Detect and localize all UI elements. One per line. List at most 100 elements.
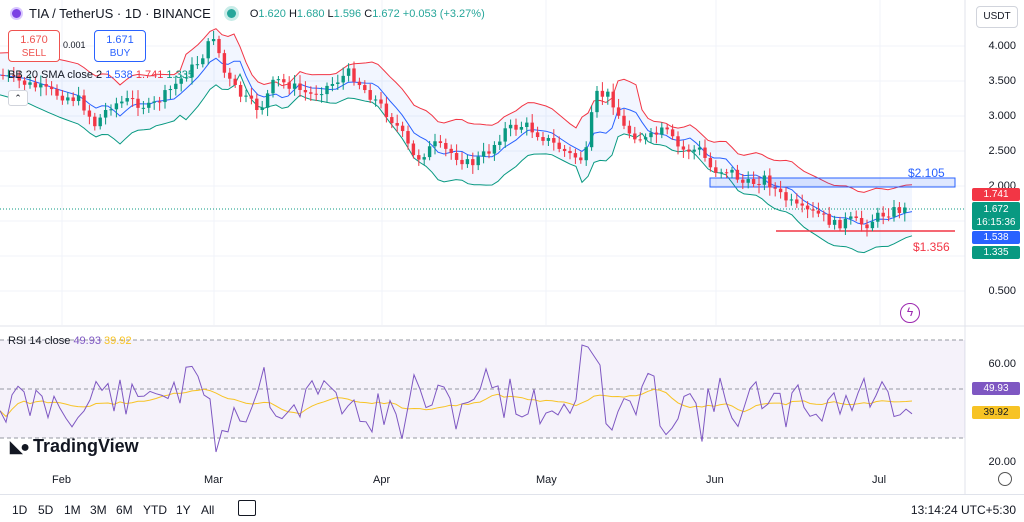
candle-body	[244, 95, 248, 97]
candle-body	[411, 143, 416, 156]
timeframe-5d[interactable]: 5D	[38, 503, 54, 517]
candle-body	[163, 90, 167, 103]
candle-body	[255, 98, 259, 110]
timeframe-3m[interactable]: 3M	[90, 503, 107, 517]
rsi-ma-line	[0, 388, 913, 418]
candle-body	[670, 129, 675, 137]
candle-body	[233, 78, 237, 85]
candle-body	[330, 83, 335, 86]
candle-body	[114, 103, 119, 110]
candle-body	[174, 83, 178, 90]
gear-icon[interactable]	[998, 472, 1012, 486]
candle-body	[865, 224, 869, 229]
rsi-legend[interactable]: RSI 14 close 49.93 39.92	[8, 335, 132, 347]
candle-body	[778, 188, 783, 193]
candlestick-series	[1, 30, 907, 237]
candle-body	[357, 81, 362, 86]
candle-body	[449, 148, 453, 154]
candle-body	[260, 107, 264, 110]
symbol-header[interactable]: TIA / TetherUS · 1D · BINANCE O1.620 H1.…	[10, 6, 485, 21]
bottom-toolbar	[0, 494, 1024, 522]
date-range-calendar-icon[interactable]	[238, 500, 256, 516]
candle-body	[55, 89, 59, 96]
candle-body	[282, 79, 286, 83]
candle-body	[660, 127, 664, 135]
timeframe-ytd[interactable]: YTD	[143, 503, 167, 517]
candle-body	[249, 95, 254, 99]
candle-body	[838, 219, 842, 229]
candle-body	[584, 147, 588, 161]
bollinger-upper-line	[0, 28, 913, 193]
candle-body	[859, 217, 864, 225]
candle-body	[546, 138, 551, 141]
candle-body	[611, 91, 615, 108]
bollinger-legend[interactable]: BB 20 SMA close 2 1.538 1.741 1.335	[8, 69, 194, 81]
timeframe-6m[interactable]: 6M	[116, 503, 133, 517]
candle-body	[44, 84, 48, 87]
candle-body	[703, 147, 707, 158]
tradingview-logo[interactable]: ◣● TradingView	[10, 436, 139, 456]
candle-body	[692, 149, 696, 152]
flash-icon[interactable]: ϟ	[900, 303, 920, 323]
candle-body	[600, 90, 605, 97]
time-axis-label: Feb	[52, 474, 71, 486]
candle-body	[303, 89, 308, 93]
candle-body	[589, 112, 594, 148]
timeframe-1d[interactable]: 1D	[12, 503, 28, 517]
candle-body	[762, 175, 767, 185]
candle-body	[460, 159, 464, 165]
timeframe-all[interactable]: All	[201, 503, 215, 517]
resistance-zone[interactable]	[709, 177, 956, 188]
support-label: $1.356	[913, 240, 950, 254]
candle-body	[476, 156, 480, 166]
time-axis-label: Mar	[204, 474, 223, 486]
candle-body	[179, 78, 183, 84]
spread-value: 0.001	[63, 40, 86, 50]
candle-body	[217, 39, 221, 54]
candle-body	[438, 141, 443, 143]
candle-body	[832, 219, 837, 225]
currency-selector[interactable]: USDT	[976, 6, 1018, 28]
timeframe-1m[interactable]: 1M	[64, 503, 81, 517]
candle-body	[98, 117, 102, 127]
candle-body	[238, 84, 243, 97]
candle-body	[184, 77, 189, 79]
tia-coin-icon	[10, 7, 23, 20]
candle-body	[903, 207, 907, 213]
price-axis-label: 3.000	[988, 110, 1016, 122]
candle-body	[373, 99, 378, 101]
current-price-tag: 1.672 16:15:36	[972, 202, 1020, 230]
candle-body	[827, 213, 831, 225]
candle-body	[454, 153, 459, 160]
candle-body	[665, 127, 669, 130]
candle-body	[319, 94, 324, 96]
candle-body	[746, 179, 750, 183]
candle-body	[222, 53, 227, 73]
candle-body	[881, 212, 885, 217]
candle-body	[1, 75, 5, 76]
candle-body	[417, 155, 421, 160]
candle-body	[17, 75, 21, 81]
candle-body	[168, 89, 173, 91]
candle-body	[557, 142, 561, 149]
candle-body	[471, 159, 475, 166]
timeframe-1y[interactable]: 1Y	[176, 503, 191, 517]
candle-body	[22, 80, 27, 85]
candle-body	[422, 157, 426, 160]
collapse-legend-button[interactable]: ⌃	[8, 90, 28, 106]
candle-body	[854, 216, 858, 218]
candle-body	[395, 123, 399, 126]
candle-body	[433, 141, 437, 147]
symbol-title[interactable]: TIA / TetherUS · 1D · BINANCE	[29, 6, 211, 21]
candle-body	[870, 221, 875, 229]
sell-button[interactable]: 1.670 SELL	[8, 30, 60, 62]
candle-body	[595, 90, 599, 113]
rsi-band-background	[0, 340, 965, 438]
buy-button[interactable]: 1.671 BUY	[94, 30, 146, 62]
candle-body	[481, 151, 486, 157]
candle-body	[535, 132, 540, 138]
candle-body	[211, 39, 216, 42]
candle-body	[406, 131, 410, 144]
tradingview-logo-icon: ◣●	[10, 438, 30, 456]
